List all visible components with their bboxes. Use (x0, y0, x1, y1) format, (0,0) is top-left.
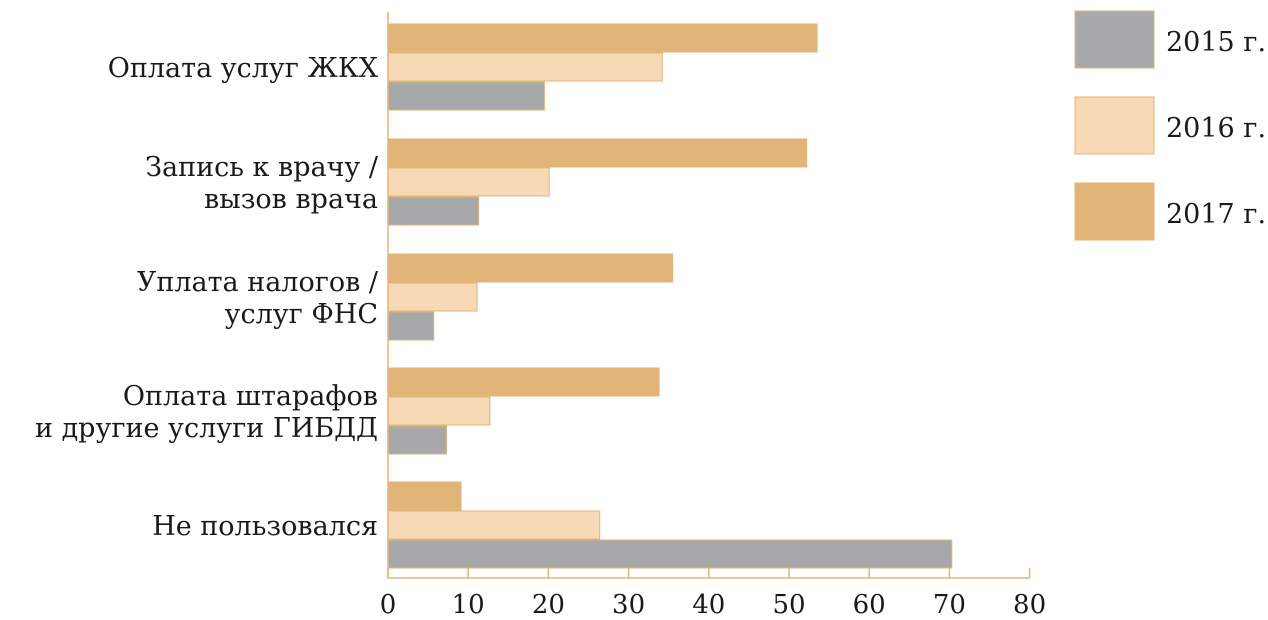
x-tick-label-0: 0 (380, 590, 397, 620)
category-label-0-line-0: Оплата услуг ЖКХ (108, 53, 379, 84)
bar-2017-category-4 (387, 481, 462, 511)
bar-2015-category-0 (387, 81, 545, 111)
legend-swatch-2017 (1074, 182, 1155, 241)
bar-2015-category-2 (387, 311, 435, 341)
bar-2016-category-3 (387, 396, 491, 426)
legend: 2015 г. 2016 г. 2017 г. (1074, 10, 1266, 241)
legend-swatch-2016 (1074, 96, 1155, 155)
category-label-4-line-0: Не пользовался (152, 511, 378, 542)
category-label-1-line-1: вызов врача (204, 184, 378, 215)
bar-2016-category-0 (387, 52, 663, 82)
x-tick-label-20: 20 (532, 590, 565, 620)
category-label-3-line-0: Оплата штарафов (123, 381, 378, 412)
bar-2017-category-1 (387, 138, 808, 168)
bar-2016-category-4 (387, 510, 601, 540)
bar-2017-category-0 (387, 23, 818, 53)
x-tick-label-30: 30 (612, 590, 645, 620)
x-tick-label-80: 80 (1013, 590, 1046, 620)
bar-2015-category-4 (387, 539, 953, 569)
x-tick-label-10: 10 (452, 590, 485, 620)
category-label-3-line-1: и другие услуги ГИБДД (35, 413, 378, 444)
category-labels: Оплата услуг ЖКХ Запись к врачу /вызов вр… (35, 53, 379, 542)
legend-swatch-2015 (1074, 10, 1155, 69)
bar-2016-category-2 (387, 282, 478, 312)
legend-label-2015: 2015 г. (1166, 27, 1266, 58)
x-tick-label-70: 70 (933, 590, 966, 620)
x-tick-label-40: 40 (692, 590, 725, 620)
x-tick-label-50: 50 (772, 590, 805, 620)
category-label-1-line-0: Запись к врачу / (145, 152, 379, 183)
bar-2015-category-1 (387, 196, 480, 226)
legend-label-2017: 2017 г. (1166, 199, 1266, 230)
x-tick-label-60: 60 (853, 590, 886, 620)
legend-label-2016: 2016 г. (1166, 113, 1266, 144)
bar-2016-category-1 (387, 167, 550, 197)
bars-group (387, 23, 953, 569)
bar-2015-category-3 (387, 425, 448, 455)
axes: 0 10 20 30 40 50 60 70 80 (380, 12, 1046, 620)
category-label-2-line-1: услуг ФНС (225, 299, 378, 330)
category-label-2-line-0: Уплата налогов / (137, 267, 379, 298)
bar-2017-category-3 (387, 367, 660, 397)
bar-2017-category-2 (387, 253, 674, 283)
